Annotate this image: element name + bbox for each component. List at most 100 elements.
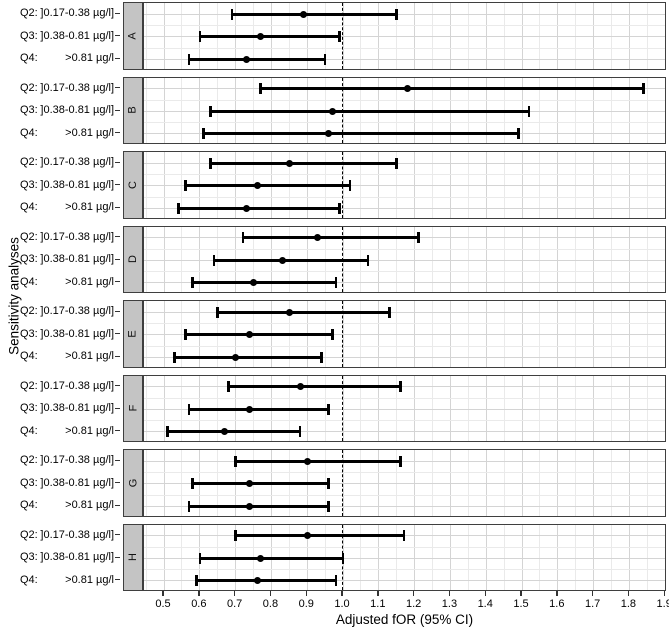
x-tick	[484, 591, 486, 596]
panel	[143, 374, 666, 442]
point-estimate	[246, 502, 254, 510]
y-tick	[115, 35, 120, 37]
grid-major-v	[664, 375, 665, 441]
row-label-prefix: Q4:	[20, 52, 38, 65]
panel	[143, 523, 666, 591]
ci-cap-right	[330, 329, 334, 341]
reference-line	[342, 375, 344, 441]
panel-strip: G	[123, 449, 143, 517]
x-tick-label: 0.9	[298, 598, 314, 610]
grid-minor-v	[432, 226, 434, 292]
ci-cap-right	[399, 455, 402, 467]
grid-minor-h	[144, 472, 665, 473]
point-estimate	[257, 33, 265, 41]
grid-major-v	[593, 450, 595, 516]
reference-line	[342, 3, 344, 69]
grid-minor-v	[646, 524, 648, 590]
y-tick	[115, 355, 120, 357]
grid-major-v	[628, 301, 630, 367]
ci-bar	[196, 579, 336, 583]
grid-minor-v	[575, 226, 577, 292]
grid-minor-h	[144, 248, 665, 250]
row-label-prefix: Q2:	[20, 379, 38, 392]
row-label: Q4: >0.81 µg/l	[20, 126, 114, 140]
grid-major-h	[144, 162, 665, 164]
ci-cap-right	[298, 426, 302, 438]
x-tick	[591, 591, 594, 596]
ci-cap-left	[198, 552, 202, 564]
ci-bar	[217, 310, 390, 314]
ci-cap-left	[241, 232, 245, 244]
y-tick	[115, 556, 120, 558]
ci-cap-right	[388, 306, 391, 318]
row-label-range: ]0.38-0.81 µg/l]	[40, 476, 114, 489]
grid-major-v	[414, 450, 416, 516]
grid-minor-v	[360, 375, 362, 441]
x-tick	[269, 591, 272, 596]
x-tick-label: 1.2	[405, 598, 422, 610]
grid-major-h	[144, 483, 665, 485]
row-label: Q3:]0.38-0.81 µg/l]	[20, 103, 114, 117]
grid-major-v	[414, 375, 416, 441]
ci-cap-left	[191, 478, 194, 490]
row-label: Q4: >0.81 µg/l	[20, 200, 114, 214]
strip-label: E	[127, 330, 139, 338]
grid-minor-v	[432, 152, 434, 218]
grid-major-h	[144, 356, 665, 358]
point-estimate	[232, 353, 240, 361]
ci-bar	[199, 556, 344, 560]
ci-bar	[232, 12, 397, 16]
grid-minor-v	[503, 450, 505, 516]
grid-major-v	[557, 152, 559, 218]
row-label-prefix: Q4:	[20, 201, 38, 214]
row-label: Q2:]0.17-0.38 µg/l]	[20, 379, 114, 393]
strip-label: B	[127, 106, 139, 114]
x-tick	[627, 591, 630, 596]
grid-major-v	[664, 301, 665, 367]
ci-bar	[178, 206, 340, 210]
ci-bar	[185, 333, 333, 337]
strip-label: C	[126, 180, 139, 189]
grid-major-v	[163, 301, 165, 367]
y-tick	[115, 132, 120, 134]
x-tick-label: 0.5	[155, 598, 171, 610]
grid-minor-v	[611, 3, 612, 69]
grid-minor-v	[360, 524, 362, 590]
row-label-prefix: Q3:	[20, 178, 38, 191]
grid-major-v	[414, 524, 416, 590]
grid-minor-v	[503, 226, 505, 292]
grid-major-v	[449, 450, 451, 516]
row-label-prefix: Q2:	[20, 454, 38, 467]
grid-major-v	[485, 3, 487, 69]
row-label-prefix: Q3:	[20, 29, 38, 42]
grid-major-v	[557, 301, 559, 367]
grid-minor-v	[575, 375, 577, 441]
grid-minor-h	[144, 271, 665, 272]
ci-cap-left	[209, 105, 212, 117]
row-label: Q3:]0.38-0.81 µg/l]	[20, 550, 114, 564]
ci-cap-right	[327, 500, 330, 512]
x-tick-label: 0.7	[226, 598, 243, 610]
ci-cap-left	[187, 403, 191, 415]
grid-minor-v	[503, 152, 505, 218]
row-label-range: ]0.38-0.81 µg/l]	[40, 253, 114, 266]
grid-major-v	[378, 152, 380, 218]
grid-major-v	[593, 77, 595, 143]
grid-minor-v	[181, 152, 183, 218]
grid-major-v	[521, 375, 523, 441]
point-estimate	[300, 10, 308, 18]
strip-label: G	[127, 478, 139, 488]
row-label-prefix: Q3:	[20, 551, 38, 564]
grid-minor-v	[360, 3, 362, 69]
row-label-prefix: Q3:	[20, 402, 38, 415]
grid-major-h	[144, 311, 665, 313]
grid-major-v	[414, 152, 416, 218]
row-label: Q3:]0.38-0.81 µg/l]	[20, 476, 114, 490]
row-label-prefix: Q2:	[20, 230, 38, 243]
grid-major-v	[628, 152, 630, 218]
grid-major-v	[449, 301, 451, 367]
grid-minor-v	[575, 77, 577, 143]
grid-major-v	[199, 226, 201, 292]
grid-major-h	[144, 259, 665, 261]
row-label-range: ]0.38-0.81 µg/l]	[40, 178, 114, 191]
